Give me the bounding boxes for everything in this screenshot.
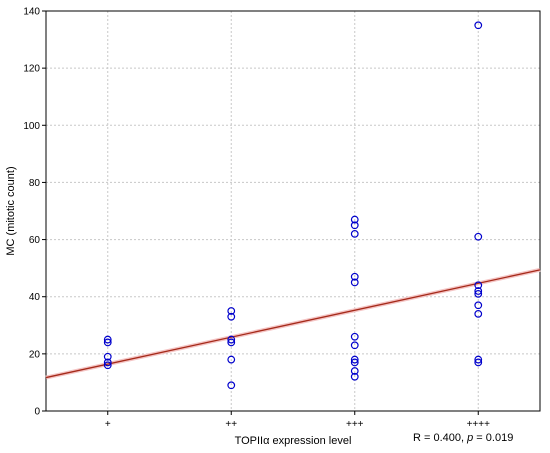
data-points <box>103 21 483 390</box>
y-tick-label: 100 <box>23 121 40 132</box>
data-point <box>350 372 359 381</box>
data-point <box>350 358 359 367</box>
x-tick-label: +++ <box>346 419 364 430</box>
data-point <box>227 338 236 347</box>
plot-area-frame <box>45 10 541 412</box>
y-tick-label: 80 <box>29 178 41 189</box>
data-point <box>350 229 359 238</box>
data-point <box>474 21 483 30</box>
data-point <box>227 312 236 321</box>
y-tick-label: 120 <box>23 64 40 75</box>
data-point <box>227 381 236 390</box>
data-point <box>474 301 483 310</box>
data-point <box>350 332 359 341</box>
x-tick-label: ++ <box>225 419 237 430</box>
y-tick-label: 140 <box>23 7 40 18</box>
data-point <box>227 307 236 315</box>
data-point <box>103 335 112 344</box>
y-tick-label: 40 <box>29 292 41 303</box>
y-axis: 0 20 40 60 80 100 120 140 <box>23 7 46 418</box>
data-point <box>474 358 483 367</box>
x-axis-title: TOPIIα expression level <box>235 435 352 447</box>
data-point <box>103 358 112 367</box>
correlation-annotation: R = 0.400, p = 0.019 <box>413 432 513 444</box>
x-axis: + ++ +++ ++++ <box>105 411 490 430</box>
regression-line-group <box>45 267 541 380</box>
annotation-suffix: = 0.019 <box>473 432 514 444</box>
data-point <box>227 335 236 344</box>
data-point <box>474 355 483 364</box>
data-point <box>103 361 112 370</box>
data-point <box>227 355 236 364</box>
data-point <box>474 281 483 290</box>
data-point <box>474 309 483 318</box>
data-point <box>350 278 359 287</box>
y-tick-label: 20 <box>29 349 41 360</box>
data-point <box>350 272 359 281</box>
y-tick-label: 60 <box>29 235 41 246</box>
y-tick-label: 0 <box>34 407 40 418</box>
data-point <box>350 221 359 230</box>
annotation-prefix: R = 0.400, <box>413 432 468 444</box>
data-point <box>350 355 359 364</box>
regression-line <box>45 269 541 379</box>
data-point <box>350 215 359 224</box>
x-tick-label: ++++ <box>467 419 491 430</box>
x-tick-label: + <box>105 419 111 430</box>
data-point <box>103 338 112 347</box>
y-axis-title: MC (mitotic count) <box>5 166 17 255</box>
annotation-p-symbol: p <box>467 432 474 444</box>
data-point <box>474 289 483 298</box>
data-point <box>474 287 483 295</box>
data-point <box>474 232 483 241</box>
grid-lines <box>46 11 540 411</box>
data-point <box>103 352 112 361</box>
data-point <box>350 367 359 375</box>
data-point <box>350 341 359 350</box>
